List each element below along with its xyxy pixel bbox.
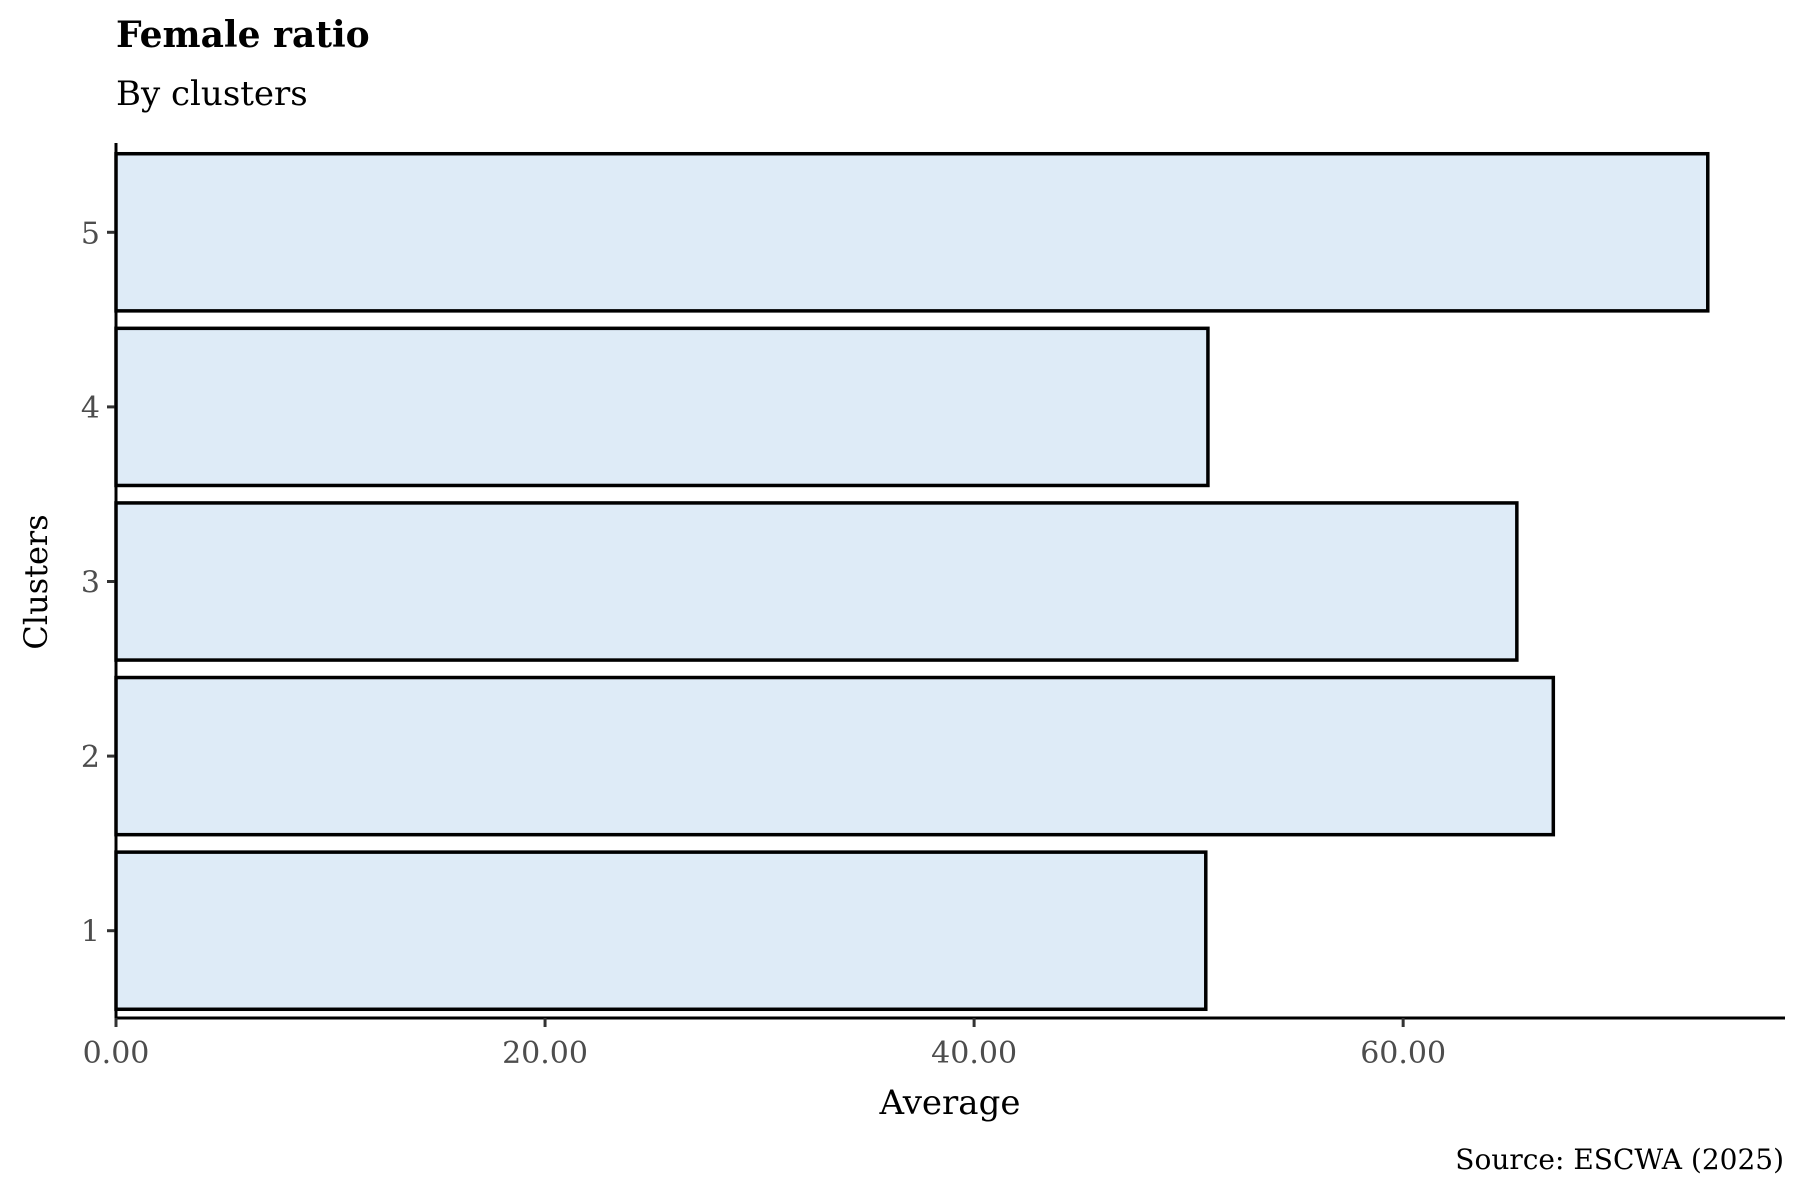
x-tick-label: 0.00 xyxy=(83,1036,150,1071)
bar-cluster-5 xyxy=(114,151,1710,313)
x-tick-label: 60.00 xyxy=(1360,1036,1446,1071)
chart-subtitle: By clusters xyxy=(116,74,308,114)
axes-group: 1 2 3 4 5 0.00 20.00 40.00 60.00 xyxy=(81,143,1785,1071)
y-tick-label: 2 xyxy=(81,740,100,775)
bar-cluster-2 xyxy=(114,675,1556,837)
bar-cluster-1 xyxy=(114,850,1208,1012)
y-tick-label: 3 xyxy=(81,566,100,601)
x-axis-label: Average xyxy=(879,1083,1021,1123)
y-tick-label: 4 xyxy=(81,391,100,426)
chart-title: Female ratio xyxy=(116,14,370,56)
x-tick-label: 20.00 xyxy=(502,1036,588,1071)
bar-cluster-4 xyxy=(114,326,1210,488)
y-tick-label: 5 xyxy=(81,216,100,251)
x-tick-label: 40.00 xyxy=(931,1036,1017,1071)
chart-caption: Source: ESCWA (2025) xyxy=(1455,1143,1784,1176)
bars-group xyxy=(114,151,1710,1012)
bar-cluster-3 xyxy=(114,501,1519,662)
y-tick-label: 1 xyxy=(81,915,100,950)
